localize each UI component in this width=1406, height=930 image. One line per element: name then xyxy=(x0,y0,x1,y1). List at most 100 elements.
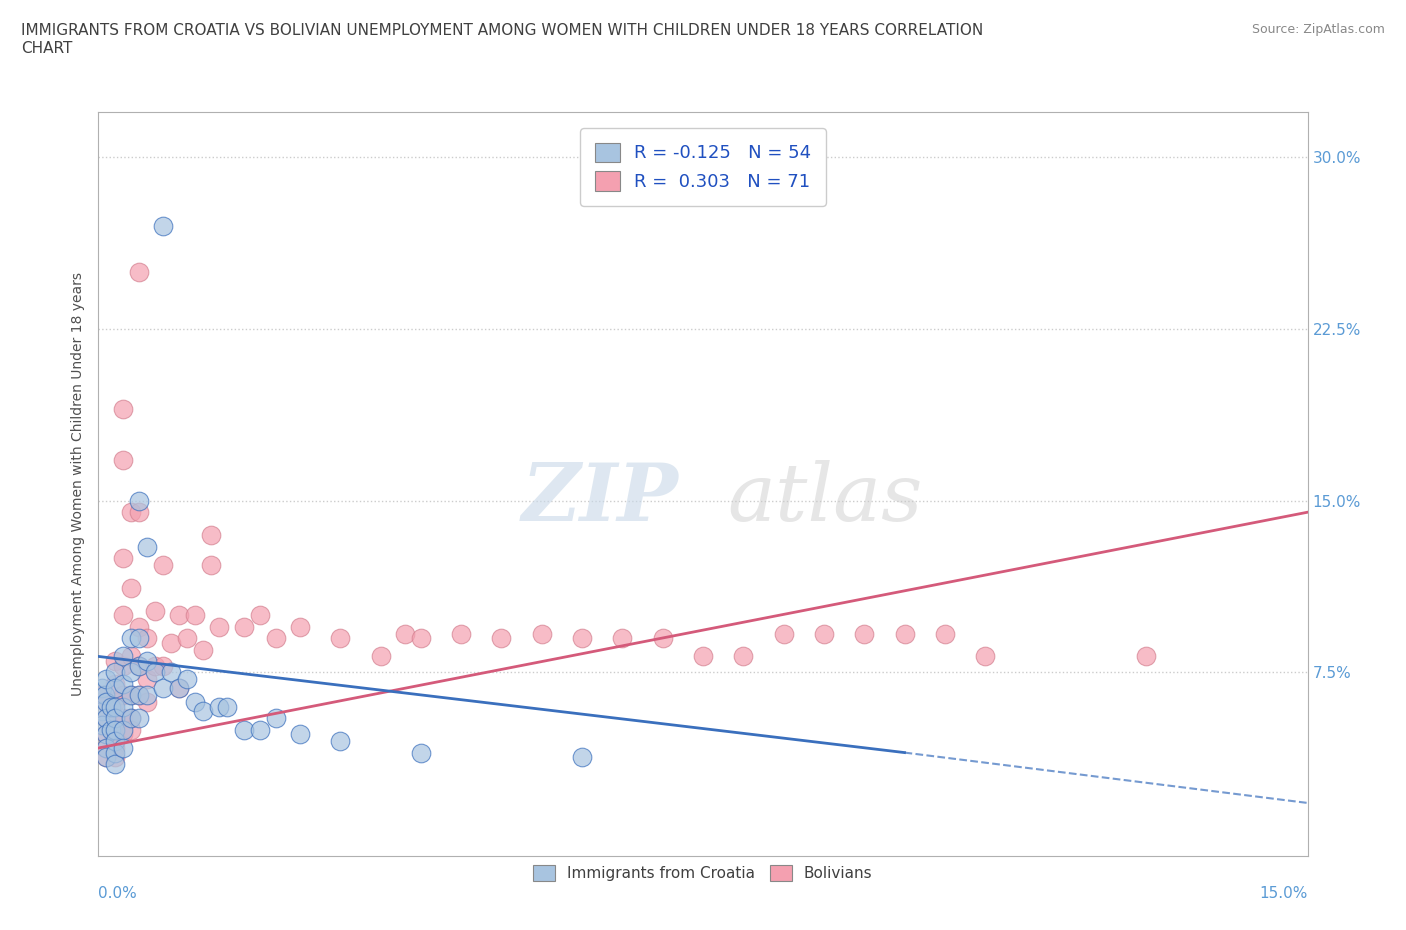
Point xyxy=(217,699,239,714)
Point xyxy=(96,740,118,755)
Point xyxy=(91,718,114,733)
Point xyxy=(103,654,125,669)
Point xyxy=(288,727,311,742)
Point xyxy=(103,711,125,725)
Point xyxy=(200,527,222,542)
Point xyxy=(100,723,122,737)
Point xyxy=(128,711,150,725)
Point xyxy=(264,631,287,645)
Point xyxy=(176,671,198,686)
Point xyxy=(111,452,134,467)
Point xyxy=(491,631,513,645)
Point xyxy=(128,658,150,673)
Point xyxy=(143,604,166,618)
Point xyxy=(120,580,142,595)
Point xyxy=(733,649,755,664)
Point xyxy=(94,688,117,703)
Point xyxy=(571,750,593,764)
Point xyxy=(167,608,190,623)
Point xyxy=(329,631,352,645)
Text: atlas: atlas xyxy=(727,459,922,538)
Point xyxy=(103,727,125,742)
Point xyxy=(91,704,114,719)
Point xyxy=(111,727,134,742)
Point xyxy=(176,631,198,645)
Text: Source: ZipAtlas.com: Source: ZipAtlas.com xyxy=(1251,23,1385,36)
Point xyxy=(152,658,174,673)
Point xyxy=(91,688,114,703)
Point xyxy=(91,681,114,696)
Point xyxy=(934,626,956,641)
Point xyxy=(120,723,142,737)
Point xyxy=(974,649,997,664)
Point xyxy=(893,626,915,641)
Point xyxy=(409,745,432,760)
Point xyxy=(103,757,125,772)
Point xyxy=(128,658,150,673)
Point xyxy=(853,626,876,641)
Point xyxy=(103,723,125,737)
Point xyxy=(152,681,174,696)
Point xyxy=(135,695,157,710)
Point xyxy=(450,626,472,641)
Point xyxy=(111,723,134,737)
Legend: Immigrants from Croatia, Bolivians: Immigrants from Croatia, Bolivians xyxy=(526,857,880,889)
Point xyxy=(96,695,118,710)
Point xyxy=(394,626,416,641)
Point xyxy=(135,671,157,686)
Point xyxy=(96,750,118,764)
Point xyxy=(100,699,122,714)
Point xyxy=(96,750,118,764)
Point xyxy=(111,740,134,755)
Point xyxy=(249,723,271,737)
Point xyxy=(96,727,118,742)
Point xyxy=(103,676,125,691)
Point xyxy=(103,695,125,710)
Point xyxy=(103,681,125,696)
Point xyxy=(329,734,352,749)
Point xyxy=(111,402,134,417)
Point xyxy=(1135,649,1157,664)
Point xyxy=(143,658,166,673)
Point xyxy=(120,711,142,725)
Point xyxy=(135,539,157,554)
Y-axis label: Unemployment Among Women with Children Under 18 years: Unemployment Among Women with Children U… xyxy=(72,272,86,696)
Point xyxy=(96,711,118,725)
Point xyxy=(111,551,134,565)
Point xyxy=(128,619,150,634)
Point xyxy=(111,608,134,623)
Point xyxy=(143,665,166,680)
Point xyxy=(103,750,125,764)
Text: 0.0%: 0.0% xyxy=(98,886,138,901)
Point xyxy=(103,734,125,749)
Point xyxy=(772,626,794,641)
Point xyxy=(208,619,231,634)
Point xyxy=(128,688,150,703)
Point xyxy=(249,608,271,623)
Point xyxy=(103,745,125,760)
Point xyxy=(135,631,157,645)
Point xyxy=(96,740,118,755)
Point xyxy=(152,557,174,572)
Point xyxy=(651,631,673,645)
Point xyxy=(111,658,134,673)
Point xyxy=(409,631,432,645)
Point xyxy=(128,688,150,703)
Point xyxy=(120,665,142,680)
Point xyxy=(200,557,222,572)
Point xyxy=(193,704,215,719)
Point xyxy=(370,649,392,664)
Point xyxy=(111,649,134,664)
Point xyxy=(103,665,125,680)
Point xyxy=(120,649,142,664)
Point xyxy=(135,654,157,669)
Point xyxy=(152,219,174,233)
Point xyxy=(813,626,835,641)
Point xyxy=(530,626,553,641)
Point xyxy=(96,711,118,725)
Point xyxy=(232,723,254,737)
Point xyxy=(208,699,231,714)
Point xyxy=(193,642,215,657)
Point xyxy=(111,688,134,703)
Point xyxy=(103,711,125,725)
